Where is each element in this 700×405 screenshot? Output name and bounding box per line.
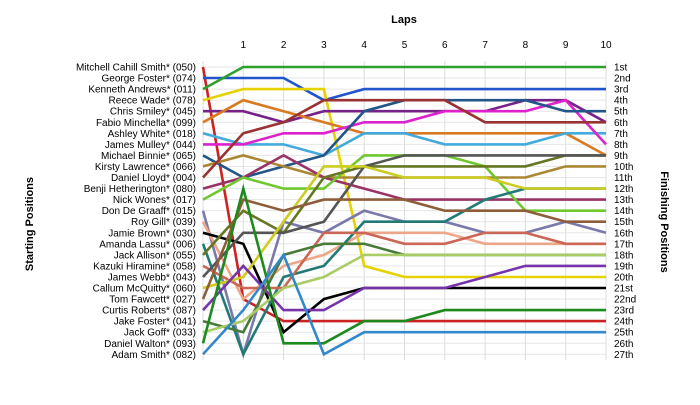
finish-position-label: 14th (614, 206, 633, 217)
y-axis-title-left: Starting Positions (24, 177, 36, 271)
start-position-label: Jake Foster* (041) (114, 317, 196, 328)
start-position-label: Jack Goff* (033) (124, 328, 196, 339)
lap-tick-label: 5 (402, 40, 408, 51)
finish-position-label: 12th (614, 184, 633, 195)
start-position-label: Nick Wones* (017) (113, 195, 196, 206)
start-position-label: Kirsty Lawrence* (066) (95, 162, 196, 173)
start-position-label: Fabio Minchella* (099) (96, 118, 196, 129)
series-line (202, 253, 606, 334)
finish-position-label: 15th (614, 217, 633, 228)
finish-position-label: 19th (614, 261, 633, 272)
finish-position-label: 17th (614, 239, 633, 250)
start-position-label: Adam Smith* (082) (112, 350, 196, 361)
finish-position-label: 25th (614, 328, 633, 339)
lap-tick-label: 1 (241, 40, 247, 51)
series-line (201, 198, 606, 300)
finish-position-label: 4th (614, 96, 628, 107)
series-line (202, 132, 606, 157)
lap-tick-label: 8 (523, 40, 529, 51)
series-line (202, 87, 606, 279)
finish-position-label: 20th (614, 272, 633, 283)
start-position-label: Jamie Brown* (030) (108, 228, 196, 239)
finish-position-label: 16th (614, 228, 633, 239)
finishing-position-labels: 1st2nd3rd4th5th6th7th8th9th10th11th12th1… (614, 63, 636, 361)
finish-position-label: 9th (614, 151, 628, 162)
series-line (202, 165, 606, 290)
start-position-label: Chris Smiley* (045) (110, 107, 196, 118)
y-axis-title-right: Finishing Positions (658, 171, 670, 272)
start-position-label: Reece Wade* (078) (109, 96, 196, 107)
lap-tick-label: 4 (361, 40, 367, 51)
lap-tick-label: 2 (281, 40, 287, 51)
lap-tick-label: 6 (442, 40, 448, 51)
start-position-label: James Webb* (043) (108, 272, 196, 283)
series-line (202, 154, 606, 278)
series-line (202, 98, 606, 179)
start-position-label: Don De Graaff* (015) (102, 206, 196, 217)
start-position-label: Michael Binnie* (065) (101, 151, 196, 162)
finish-position-label: 13th (614, 195, 633, 206)
start-position-label: Callum McQuitty* (060) (93, 284, 196, 295)
finish-position-label: 24th (614, 317, 633, 328)
start-position-label: Curtis Roberts* (087) (102, 306, 196, 317)
lap-tick-labels: 1 2 3 4 5 6 7 8 9 10 (241, 40, 612, 51)
series-line (202, 252, 606, 357)
finish-position-label: 11th (614, 173, 633, 184)
finish-position-label: 1st (614, 63, 628, 74)
finish-position-label: 21st (614, 284, 633, 295)
start-position-label: James Mulley* (044) (105, 140, 196, 151)
finish-position-label: 22nd (614, 295, 636, 306)
start-position-label: Roy Gill* (039) (131, 217, 196, 228)
series-line (203, 98, 607, 146)
finish-position-label: 23rd (614, 306, 634, 317)
series-line (203, 76, 606, 102)
starting-position-labels: Mitchell Cahill Smith* (050)George Foste… (76, 63, 196, 361)
finish-position-label: 8th (614, 140, 628, 151)
finish-position-label: 7th (614, 129, 628, 140)
finish-position-label: 2nd (614, 74, 631, 85)
x-axis-title: Laps (391, 14, 417, 26)
start-position-label: George Foster* (074) (102, 74, 197, 85)
lap-tick-label: 7 (482, 40, 488, 51)
series-line (202, 154, 606, 256)
start-position-label: Amanda Lassu* (006) (99, 239, 196, 250)
finish-position-label: 5th (614, 107, 628, 118)
start-position-label: Ashley White* (018) (108, 129, 196, 140)
series-line (201, 183, 606, 345)
start-position-label: Jack Allison* (055) (114, 250, 196, 261)
lap-tick-label: 9 (563, 40, 569, 51)
lap-tick-label: 10 (600, 40, 612, 51)
start-position-label: Kazuki Hiramine* (058) (93, 261, 196, 272)
series-line (202, 65, 606, 91)
finish-position-label: 27th (614, 350, 633, 361)
start-position-label: Daniel Lloyd* (004) (111, 173, 196, 184)
finish-position-label: 3rd (614, 85, 628, 96)
finish-position-label: 6th (614, 118, 628, 129)
start-position-label: Tom Fawcett* (027) (109, 295, 196, 306)
start-position-label: Kenneth Andrews* (011) (88, 85, 196, 96)
finish-position-label: 26th (614, 339, 633, 350)
series-line (201, 221, 606, 302)
start-position-label: Daniel Walton* (093) (104, 339, 196, 350)
series-lines (201, 65, 607, 359)
finish-position-label: 10th (614, 162, 633, 173)
finish-position-label: 18th (614, 250, 633, 261)
start-position-label: Benji Hetherington* (080) (84, 184, 196, 195)
start-position-label: Mitchell Cahill Smith* (050) (76, 63, 196, 74)
lap-tick-label: 3 (321, 40, 327, 51)
series-line (203, 98, 607, 124)
